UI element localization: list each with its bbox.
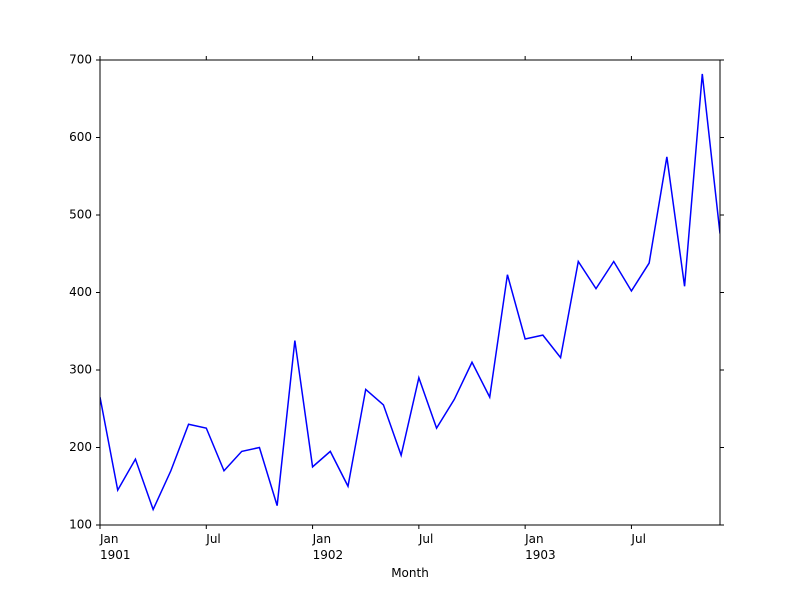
x-tick-label-month: Jul: [630, 532, 645, 546]
x-tick-label-month: Jan: [99, 532, 119, 546]
y-tick-label: 200: [69, 440, 92, 454]
y-tick-label: 300: [69, 363, 92, 377]
x-tick-label-year: 1902: [313, 548, 344, 562]
x-tick-label-month: Jan: [312, 532, 332, 546]
x-tick-label-month: Jul: [205, 532, 220, 546]
x-tick-label-year: 1903: [525, 548, 556, 562]
x-tick-label-month: Jul: [418, 532, 433, 546]
y-tick-label: 500: [69, 208, 92, 222]
line-chart: 100 200 300 400 500 600 700 Jan 1901 Jul Jan 1902 Ju…: [0, 0, 800, 600]
y-tick-label: 400: [69, 285, 92, 299]
x-axis-label: Month: [391, 566, 429, 580]
y-tick-label: 100: [69, 518, 92, 532]
y-tick-label: 700: [69, 53, 92, 67]
x-tick-label-year: 1901: [100, 548, 131, 562]
x-tick-label-month: Jan: [524, 532, 544, 546]
y-tick-label: 600: [69, 130, 92, 144]
